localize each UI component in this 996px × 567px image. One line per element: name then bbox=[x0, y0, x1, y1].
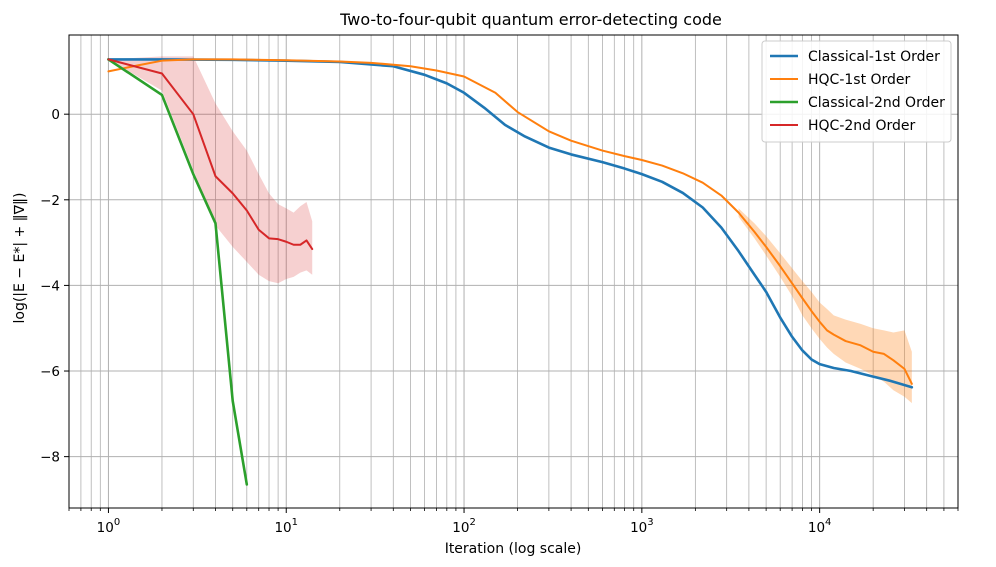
y-tick-label: −2 bbox=[40, 193, 60, 209]
x-tick-label: 102 bbox=[452, 517, 476, 536]
y-tick-label: −8 bbox=[40, 450, 60, 466]
series-line-classical-2nd-order bbox=[107, 58, 249, 486]
legend-label: HQC-2nd Order bbox=[808, 118, 916, 134]
legend-box bbox=[761, 40, 952, 143]
plot-frame bbox=[68, 34, 959, 509]
legend-label: HQC-1st Order bbox=[808, 72, 911, 88]
x-tick-label: 100 bbox=[97, 517, 121, 536]
bands bbox=[108, 56, 912, 404]
chart-title: Two-to-four-qubit quantum error-detectin… bbox=[339, 10, 722, 29]
series-line-hqc-2nd-order bbox=[107, 58, 314, 251]
legend-label: Classical-1st Order bbox=[808, 49, 940, 65]
legend: Classical-1st Order HQC-1st Order Classica… bbox=[761, 40, 952, 143]
x-axis-label: Iteration (log scale) bbox=[445, 541, 582, 557]
legend-label: Classical-2nd Order bbox=[808, 95, 945, 111]
x-tick-label: 103 bbox=[630, 517, 654, 536]
x-ticks: 100 101 102 103 104 bbox=[68, 508, 959, 536]
y-tick-label: −4 bbox=[40, 278, 60, 294]
y-tick-label: 0 bbox=[51, 107, 60, 123]
y-axis-label: log(|E − E*| + ‖∇‖) bbox=[12, 192, 28, 323]
y-tick-label: −6 bbox=[40, 364, 60, 380]
x-tick-label: 104 bbox=[808, 517, 832, 536]
series-line-classical-1st-order bbox=[107, 58, 914, 389]
series-lines bbox=[107, 58, 914, 486]
y-ticks: 0 −2 −4 −6 −8 bbox=[40, 107, 69, 466]
band-hqc-1st-order-spread bbox=[738, 208, 912, 404]
series-line-hqc-1st-order bbox=[107, 58, 913, 385]
x-tick-label: 101 bbox=[274, 517, 298, 536]
band-hqc-2nd-order-spread bbox=[108, 56, 313, 284]
